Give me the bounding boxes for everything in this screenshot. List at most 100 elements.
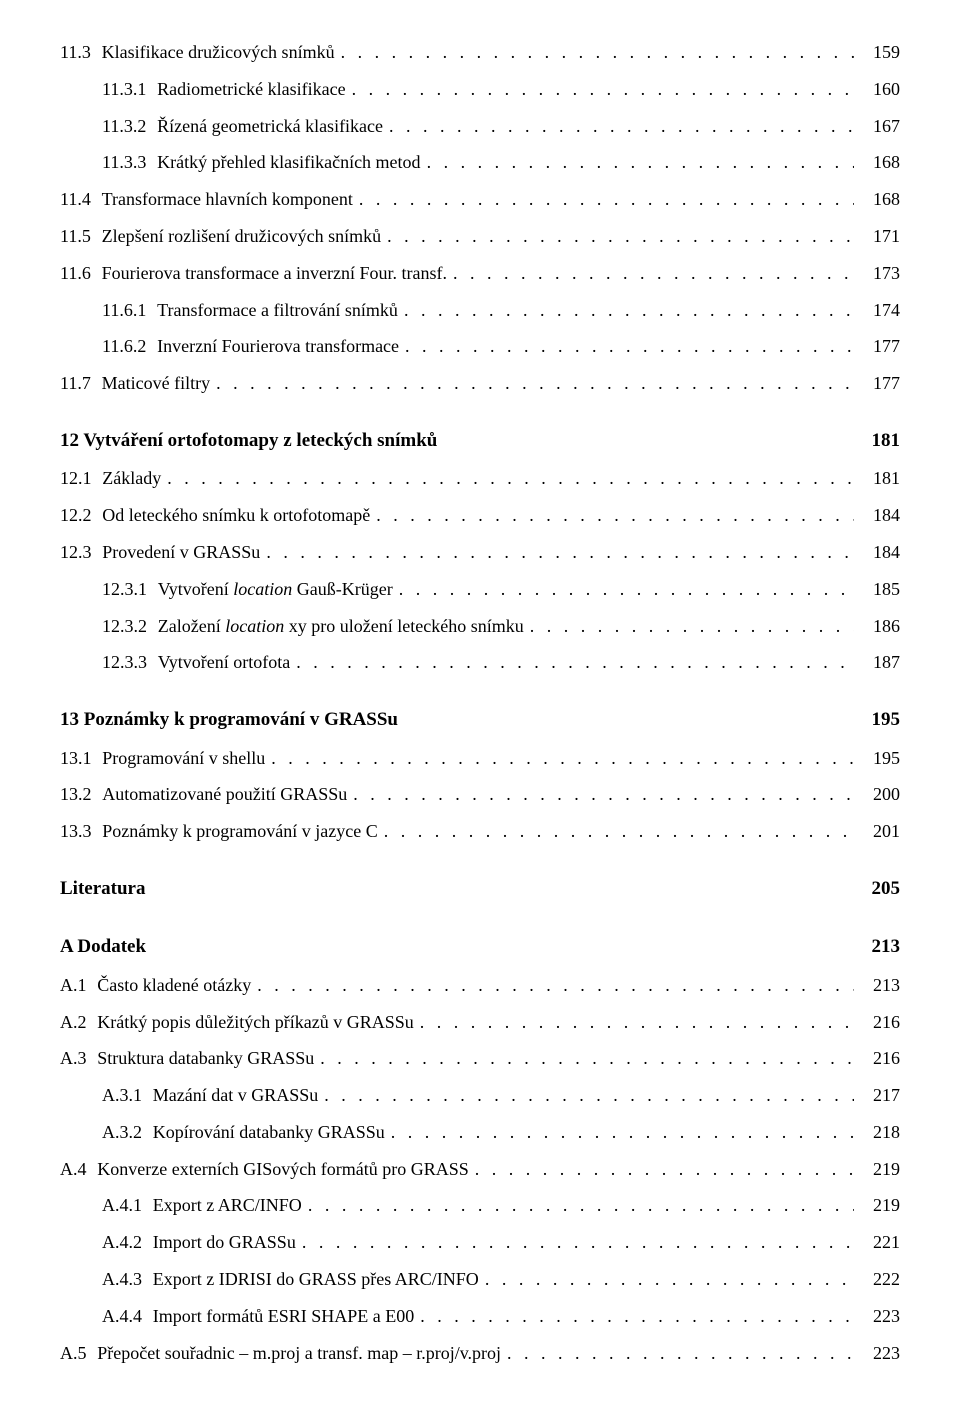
toc-entry-number: A.5	[60, 1339, 87, 1368]
toc-chapter-title: 12 Vytváření ortofotomapy z leteckých sn…	[60, 426, 437, 456]
toc-entry-number: A.4.3	[102, 1265, 142, 1294]
toc-page-number: 185	[860, 575, 900, 604]
toc-entry-number: 11.4	[60, 185, 91, 214]
toc-entry: 13.2Automatizované použití GRASSu200	[60, 780, 900, 809]
toc-entry-label: Zlepšení rozlišení družicových snímků	[102, 222, 381, 251]
toc-entry-label: Krátký přehled klasifikačních metod	[157, 148, 420, 177]
toc-leader-dots	[387, 222, 854, 251]
toc-page-number: 187	[860, 648, 900, 677]
toc-entry-label: Řízená geometrická klasifikace	[157, 112, 383, 141]
toc-leader-dots	[341, 38, 854, 67]
toc-page-number: 171	[860, 222, 900, 251]
toc-entry: 11.3.3 Krátký přehled klasifikačních meto…	[60, 148, 900, 177]
toc-entry: A.4Konverze externích GISových formátů p…	[60, 1155, 900, 1184]
toc-entry-number: 12.3.2	[102, 612, 147, 641]
toc-chapter-title: 13 Poznámky k programování v GRASSu	[60, 705, 398, 735]
toc-entry-label: Krátký popis důležitých příkazů v GRASSu	[97, 1008, 413, 1037]
toc-leader-dots	[352, 75, 854, 104]
toc-leader-dots	[420, 1302, 854, 1331]
toc-leader-dots	[507, 1339, 854, 1368]
toc-leader-dots	[216, 369, 854, 398]
toc-entry-label: Radiometrické klasifikace	[157, 75, 345, 104]
toc-chapter: Literatura205	[60, 874, 900, 904]
toc-entry: A.2Krátký popis důležitých příkazů v GRA…	[60, 1008, 900, 1037]
toc-chapter: 13 Poznámky k programování v GRASSu195	[60, 705, 900, 735]
toc-entry-label: Transformace a filtrování snímků	[157, 296, 398, 325]
toc-entry: 11.3Klasifikace družicových snímků159	[60, 38, 900, 67]
toc-page-number: 218	[860, 1118, 900, 1147]
toc-entry-number: 11.3.3	[102, 148, 146, 177]
toc-entry-label: Kopírování databanky GRASSu	[153, 1118, 385, 1147]
toc-leader-dots	[167, 464, 854, 493]
toc-entry: 11.3.1 Radiometrické klasifikace 160	[60, 75, 900, 104]
toc-entry-label: Klasifikace družicových snímků	[102, 38, 335, 67]
toc-leader-dots	[453, 259, 854, 288]
toc-page-number: 174	[860, 296, 900, 325]
toc-entry-label: Import formátů ESRI SHAPE a E00	[153, 1302, 414, 1331]
toc-leader-dots	[485, 1265, 854, 1294]
toc-entry-number: A.4.2	[102, 1228, 142, 1257]
toc-page-number: 168	[860, 185, 900, 214]
toc-page-number: 216	[860, 1044, 900, 1073]
toc-entry: 12.2 Od leteckého snímku k ortofotomapě 18…	[60, 501, 900, 530]
toc-leader-dots	[257, 971, 854, 1000]
toc-page-number: 201	[860, 817, 900, 846]
toc-entry: A.4.2Import do GRASSu221	[60, 1228, 900, 1257]
toc-page-number: 223	[860, 1302, 900, 1331]
toc-entry-number: 13.3	[60, 817, 92, 846]
toc-entry-number: A.4.4	[102, 1302, 142, 1331]
toc-entry: A.4.1Export z ARC/INFO219	[60, 1191, 900, 1220]
toc-page-number: 167	[860, 112, 900, 141]
toc-leader-dots	[320, 1044, 854, 1073]
toc-leader-dots	[427, 148, 854, 177]
toc-entry: 11.6.1Transformace a filtrování snímků17…	[60, 296, 900, 325]
toc-entry: 13.3 Poznámky k programování v jazyce C 20…	[60, 817, 900, 846]
toc-entry-label: Od leteckého snímku k ortofotomapě	[102, 501, 370, 530]
toc-page-number: 217	[860, 1081, 900, 1110]
toc-entry: A.4.4 Import formátů ESRI SHAPE a E00 223	[60, 1302, 900, 1331]
toc-leader-dots	[420, 1008, 854, 1037]
toc-leader-dots	[405, 332, 854, 361]
toc-entry-label: Přepočet souřadnic – m.proj a transf. ma…	[97, 1339, 501, 1368]
toc-entry-label: Základy	[102, 464, 161, 493]
toc-entry-number: 13.2	[60, 780, 92, 809]
toc-leader-dots	[404, 296, 854, 325]
toc-entry: 13.1Programování v shellu195	[60, 744, 900, 773]
toc-leader-dots	[266, 538, 854, 567]
toc-entry: A.3 Struktura databanky GRASSu 216	[60, 1044, 900, 1073]
toc-page-number: 159	[860, 38, 900, 67]
toc-entry-number: A.3	[60, 1044, 87, 1073]
toc-entry-number: 11.5	[60, 222, 91, 251]
toc-entry: 12.1Základy181	[60, 464, 900, 493]
toc-entry-label: Programování v shellu	[102, 744, 265, 773]
toc-leader-dots	[308, 1191, 854, 1220]
toc-entry-label: Často kladené otázky	[97, 971, 251, 1000]
toc-entry-number: 12.3.1	[102, 575, 147, 604]
toc-leader-dots	[271, 744, 854, 773]
toc-page-number: 195	[860, 744, 900, 773]
toc-leader-dots	[475, 1155, 854, 1184]
toc-page-number: 168	[860, 148, 900, 177]
toc-entry-label: Struktura databanky GRASSu	[97, 1044, 314, 1073]
toc-entry-number: 11.3.1	[102, 75, 146, 104]
toc-entry-label: Transformace hlavních komponent	[102, 185, 353, 214]
toc-chapter: 12 Vytváření ortofotomapy z leteckých sn…	[60, 426, 900, 456]
toc-page-number: 184	[860, 501, 900, 530]
toc-leader-dots	[399, 575, 854, 604]
toc-entry-label: Poznámky k programování v jazyce C	[102, 817, 377, 846]
toc-entry-number: A.1	[60, 971, 87, 1000]
toc-entry-number: 11.7	[60, 369, 91, 398]
toc-entry-number: 12.1	[60, 464, 92, 493]
toc-leader-dots	[376, 501, 854, 530]
toc-page-number: 219	[860, 1155, 900, 1184]
toc-chapter: A Dodatek213	[60, 932, 900, 962]
toc-entry-label: Mazání dat v GRASSu	[153, 1081, 319, 1110]
toc-leader-dots	[302, 1228, 854, 1257]
toc-entry-number: 12.3	[60, 538, 92, 567]
toc-page-number: 160	[860, 75, 900, 104]
toc-entry-number: 12.2	[60, 501, 92, 530]
toc-entry: 12.3.1Vytvoření location Gauß-Krüger185	[60, 575, 900, 604]
toc-entry: 11.6.2Inverzní Fourierova transformace17…	[60, 332, 900, 361]
toc-entry-label: Konverze externích GISových formátů pro …	[97, 1155, 468, 1184]
toc-page-number: 184	[860, 538, 900, 567]
